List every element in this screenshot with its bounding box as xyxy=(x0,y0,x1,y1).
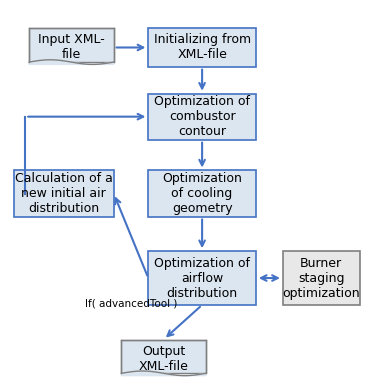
Text: Input XML-
file: Input XML- file xyxy=(38,34,105,62)
Text: Optimization of
combustor
contour: Optimization of combustor contour xyxy=(154,95,250,138)
Text: Optimization of
airflow
distribution: Optimization of airflow distribution xyxy=(154,257,250,300)
Polygon shape xyxy=(29,60,114,64)
FancyBboxPatch shape xyxy=(14,170,114,217)
FancyBboxPatch shape xyxy=(29,28,114,62)
FancyBboxPatch shape xyxy=(148,94,256,140)
Text: If( advancedTool ): If( advancedTool ) xyxy=(85,298,177,308)
Text: Burner
staging
optimization: Burner staging optimization xyxy=(282,257,360,300)
Text: Calculation of a
new initial air
distribution: Calculation of a new initial air distrib… xyxy=(15,172,113,215)
Text: Initializing from
XML-file: Initializing from XML-file xyxy=(154,34,251,62)
FancyBboxPatch shape xyxy=(148,170,256,217)
FancyBboxPatch shape xyxy=(148,251,256,305)
FancyBboxPatch shape xyxy=(283,251,360,305)
FancyBboxPatch shape xyxy=(121,339,206,373)
Text: Optimization
of cooling
geometry: Optimization of cooling geometry xyxy=(162,172,242,215)
FancyBboxPatch shape xyxy=(148,28,256,67)
Text: Output
XML-file: Output XML-file xyxy=(139,345,189,373)
Polygon shape xyxy=(121,371,206,376)
